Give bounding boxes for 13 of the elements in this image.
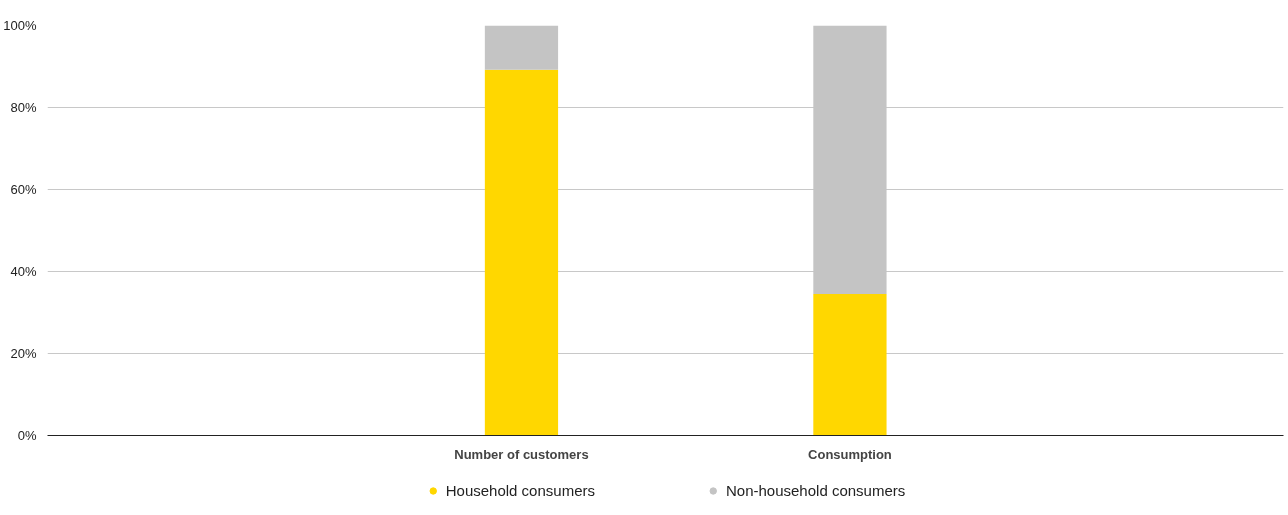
x-tick-label: Consumption xyxy=(808,446,892,462)
legend-label: Household consumers xyxy=(445,481,595,499)
bar xyxy=(813,294,887,436)
x-tick-label: Number of customers xyxy=(454,446,589,462)
y-tick-label: 60% xyxy=(10,182,37,197)
y-tick-label: 80% xyxy=(10,100,37,115)
y-tick-label: 20% xyxy=(10,346,37,361)
y-tick-label: 0% xyxy=(17,428,37,443)
y-tick-label: 100% xyxy=(3,18,37,33)
bar xyxy=(484,69,559,436)
bar xyxy=(484,25,559,70)
legend-label: Non-household consumers xyxy=(725,481,906,499)
y-tick-label: 40% xyxy=(10,264,37,279)
